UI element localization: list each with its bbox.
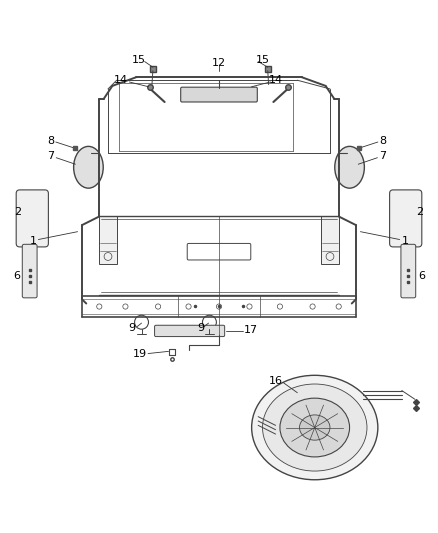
Text: 2: 2 — [14, 207, 21, 217]
FancyBboxPatch shape — [181, 87, 257, 102]
Text: 8: 8 — [47, 136, 54, 146]
Text: 2: 2 — [417, 207, 424, 217]
FancyBboxPatch shape — [155, 325, 225, 336]
FancyBboxPatch shape — [16, 190, 48, 247]
Text: 14: 14 — [268, 75, 283, 85]
Text: 1: 1 — [401, 236, 408, 246]
FancyBboxPatch shape — [401, 244, 416, 298]
Text: 8: 8 — [379, 136, 387, 146]
Ellipse shape — [335, 147, 364, 188]
Text: 1: 1 — [30, 236, 37, 246]
FancyBboxPatch shape — [390, 190, 422, 247]
Ellipse shape — [300, 415, 330, 440]
Ellipse shape — [74, 147, 103, 188]
Text: 19: 19 — [133, 350, 147, 359]
FancyBboxPatch shape — [22, 244, 37, 298]
Ellipse shape — [280, 398, 350, 457]
FancyBboxPatch shape — [187, 244, 251, 260]
Ellipse shape — [252, 375, 378, 480]
Text: 17: 17 — [244, 326, 258, 335]
Text: 16: 16 — [268, 376, 283, 386]
Text: 15: 15 — [131, 55, 145, 65]
Ellipse shape — [262, 384, 367, 471]
Text: 6: 6 — [13, 271, 20, 281]
Text: 14: 14 — [114, 75, 128, 85]
Text: 9: 9 — [128, 324, 135, 333]
Text: 12: 12 — [212, 58, 226, 68]
Text: 9: 9 — [197, 324, 204, 333]
Text: 15: 15 — [255, 55, 269, 65]
Text: 6: 6 — [418, 271, 425, 281]
FancyBboxPatch shape — [321, 215, 339, 264]
Text: 7: 7 — [379, 151, 387, 161]
Text: 7: 7 — [47, 151, 54, 161]
FancyBboxPatch shape — [99, 215, 117, 264]
